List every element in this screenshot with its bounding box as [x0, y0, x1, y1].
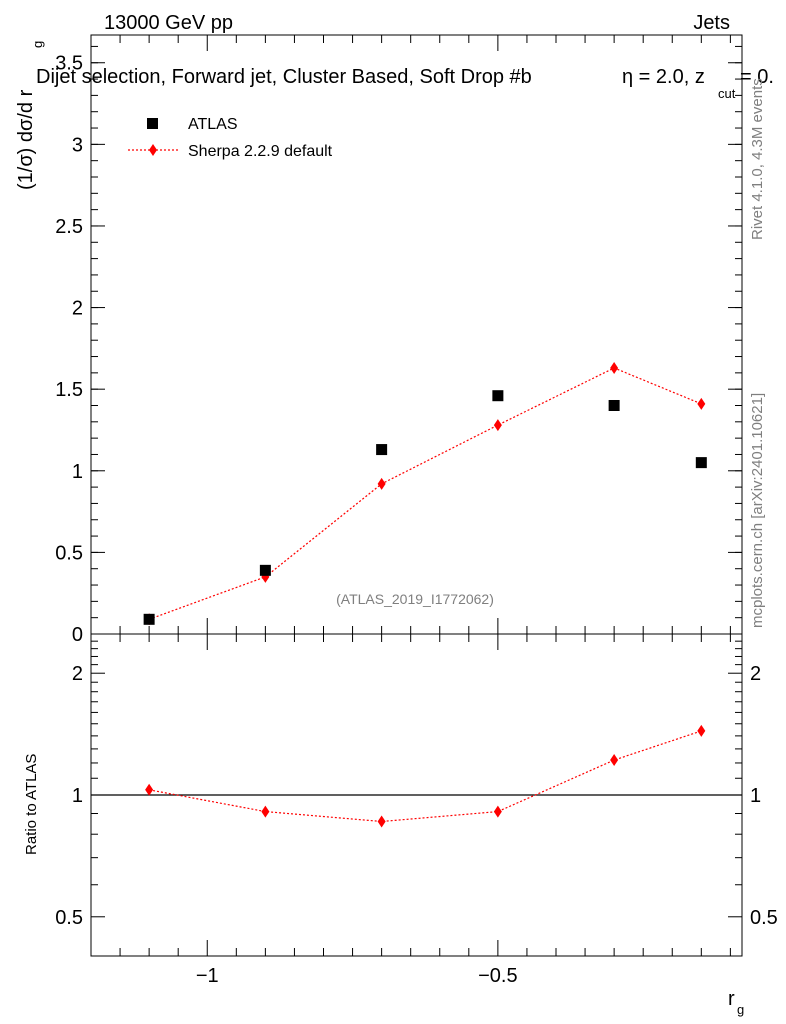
sherpa-point: [697, 397, 706, 410]
ratio-ylabel: Ratio to ATLAS: [23, 754, 40, 855]
energy-label: 13000 GeV pp: [104, 12, 233, 34]
process-label: Jets: [693, 12, 730, 34]
legend: ATLAS Sherpa 2.2.9 default: [128, 116, 333, 160]
analysis-label: (ATLAS_2019_I1772062): [336, 591, 494, 607]
ratio-point: [493, 805, 502, 818]
legend-sherpa-label: Sherpa 2.2.9 default: [188, 143, 333, 160]
ratio-ytick-label-right: 1: [750, 785, 761, 807]
main-ytick-label: 2: [72, 298, 83, 320]
plot-title: Dijet selection, Forward jet, Cluster Ba…: [36, 66, 532, 88]
main-ytick-label: 0.5: [55, 542, 83, 564]
ratio-point: [377, 815, 386, 828]
atlas-point: [695, 457, 707, 469]
main-ylabel-subscript: g: [30, 41, 45, 48]
main-panel-data: [143, 361, 707, 626]
sherpa-point: [493, 419, 502, 432]
main-ytick-label: 3.5: [55, 53, 83, 75]
ratio-ytick-label: 1: [72, 785, 83, 807]
legend-atlas-marker: [147, 118, 158, 129]
ratio-ytick-label: 0.5: [55, 907, 83, 929]
sherpa-point: [610, 361, 619, 374]
atlas-point: [376, 444, 388, 456]
main-ytick-label: 1.5: [55, 379, 83, 401]
mcplots-credit: mcplots.cern.ch [arXiv:2401.10621]: [749, 393, 766, 628]
atlas-point: [608, 399, 620, 411]
main-ytick-label: 0: [72, 624, 83, 646]
legend-atlas-label: ATLAS: [188, 116, 238, 133]
sherpa-point: [377, 477, 386, 490]
main-ytick-label: 3: [72, 134, 83, 156]
sherpa-line: [148, 367, 702, 620]
legend-sherpa-marker: [149, 144, 157, 156]
atlas-point: [259, 564, 271, 576]
plot-title-cut-subscript: cut: [718, 86, 736, 101]
ratio-line: [149, 730, 702, 823]
axis-ticks: 0 0.5 1 1.5 2 2.5 3 3.5 −1 −0.5 0.5 0.5 1 1 2 2: [55, 35, 778, 987]
x-axis-title-subscript: g: [737, 1002, 744, 1017]
main-ytick-label: 2.5: [55, 216, 83, 238]
atlas-point: [143, 613, 155, 625]
x-tick-label: −0.5: [478, 965, 517, 987]
atlas-point: [492, 390, 504, 402]
plot-title-eta: η = 2.0, z: [622, 66, 705, 88]
x-axis-title: r: [728, 988, 735, 1010]
ratio-point: [610, 754, 619, 767]
ratio-ytick-label-right: 0.5: [750, 907, 778, 929]
ratio-panel-data: [91, 724, 742, 828]
ratio-ytick-label-right: 2: [750, 663, 761, 685]
x-tick-label: −1: [196, 965, 219, 987]
main-ylabel: (1/σ) dσ/d r: [15, 89, 37, 190]
ratio-point: [145, 783, 154, 796]
rivet-info: Rivet 4.1.0, 4.3M events: [749, 78, 766, 240]
ratio-ytick-label: 2: [72, 663, 83, 685]
ratio-point: [261, 805, 270, 818]
plot-title-end: = 0.: [740, 66, 774, 88]
ratio-point: [697, 724, 706, 737]
main-ytick-label: 1: [72, 461, 83, 483]
